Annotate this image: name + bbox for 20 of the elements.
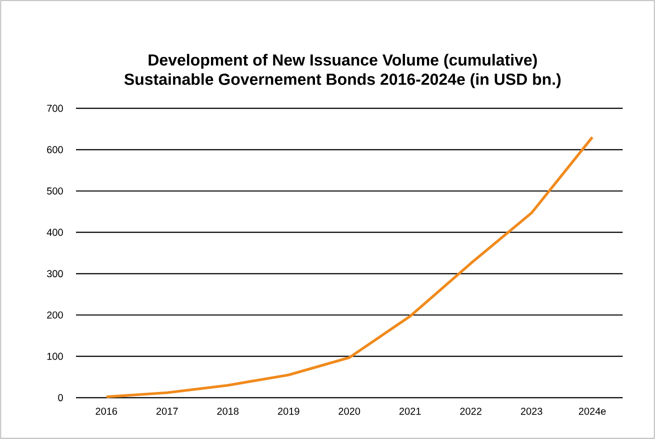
y-tick-label: 700 xyxy=(47,104,63,112)
y-tick-label: 0 xyxy=(58,394,63,402)
line-series xyxy=(105,136,594,398)
x-tick-label: 2017 xyxy=(156,408,178,415)
x-tick-label: 2022 xyxy=(460,408,482,415)
x-tick-label: 2016 xyxy=(96,408,118,415)
y-tick-label: 500 xyxy=(47,187,63,195)
y-tick-label: 600 xyxy=(47,146,63,154)
chart-subtitle: Sustainable Governement Bonds 2016-2024e (in USD bn.) xyxy=(124,73,561,88)
x-tick-label: 2019 xyxy=(278,408,300,415)
y-tick-label: 400 xyxy=(46,228,63,236)
y-tick-label: 200 xyxy=(47,311,63,319)
x-tick-label: 2023 xyxy=(520,408,542,415)
x-tick-label: 2021 xyxy=(399,408,421,415)
x-tick-label: 2024e xyxy=(578,408,606,415)
y-tick-label: 300 xyxy=(46,270,63,278)
x-tick-label: 2020 xyxy=(338,408,360,415)
chart-title: Development of New Issuance Volume (cumulative) xyxy=(148,54,537,69)
y-tick-label: 100 xyxy=(47,352,63,360)
x-tick-label: 2018 xyxy=(217,408,239,415)
